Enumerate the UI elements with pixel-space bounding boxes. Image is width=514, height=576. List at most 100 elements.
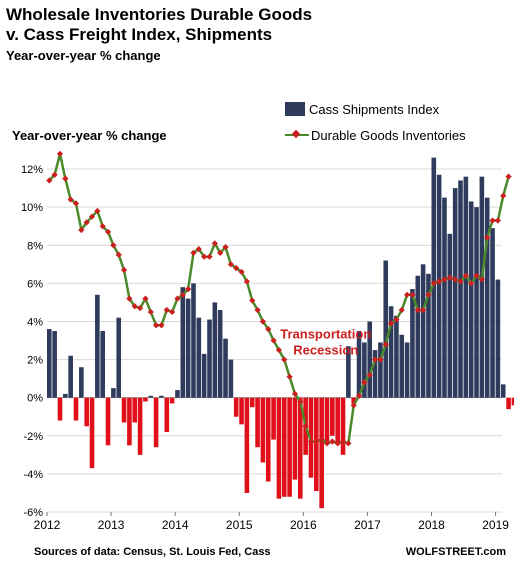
y-tick-label: -6% — [23, 507, 43, 519]
cass-bar — [169, 397, 175, 404]
durable-point — [158, 322, 165, 329]
durable-point — [190, 249, 197, 256]
cass-bar — [362, 342, 367, 398]
cass-bar — [292, 397, 298, 480]
durable-point — [163, 306, 170, 314]
durable-point — [270, 337, 277, 344]
cass-bar — [324, 397, 330, 442]
cass-bar — [474, 207, 479, 398]
durable-point — [206, 253, 213, 260]
cass-bar — [47, 329, 52, 398]
cass-bar — [330, 397, 335, 436]
cass-bar — [191, 283, 196, 398]
cass-bar — [63, 393, 68, 398]
y-tick-label: 12% — [21, 164, 43, 176]
cass-bar — [164, 397, 170, 432]
cass-bar — [84, 397, 89, 427]
durable-point — [387, 320, 395, 327]
durable-point — [211, 240, 218, 247]
cass-bar — [356, 331, 362, 398]
cass-bar — [452, 188, 458, 398]
cass-bar — [372, 350, 378, 398]
durable-point — [462, 272, 469, 279]
cass-bar — [447, 233, 453, 398]
x-tick-label: 2013 — [98, 518, 125, 532]
cass-bar — [52, 331, 57, 398]
y-tick-label: 8% — [27, 240, 43, 252]
cass-bar — [297, 397, 303, 499]
cass-bar — [340, 397, 346, 455]
durable-point — [99, 223, 106, 230]
cass-bar — [383, 260, 389, 398]
legend-item-durable: Durable Goods Inventories — [285, 122, 466, 148]
cass-bar — [223, 338, 228, 398]
durable-point — [334, 440, 341, 447]
cass-bar — [121, 397, 127, 423]
durable-point — [72, 200, 80, 207]
cass-bar — [335, 397, 340, 444]
cass-bar — [73, 397, 79, 421]
cass-bar — [100, 331, 105, 398]
cass-bar — [201, 353, 207, 398]
cass-bar — [378, 342, 383, 398]
durable-point — [478, 276, 485, 283]
legend-line-swatch — [285, 128, 309, 142]
durable-point — [457, 278, 464, 285]
cass-bar — [255, 397, 260, 448]
durable-point — [110, 242, 117, 249]
durable-point — [307, 438, 315, 445]
y-tick-label: 2% — [27, 355, 43, 367]
cass-bar — [479, 176, 485, 398]
cass-bar — [415, 275, 421, 398]
durable-point — [371, 356, 379, 363]
cass-bar — [68, 355, 73, 398]
durable-point — [420, 306, 427, 314]
durable-point — [94, 207, 101, 215]
chart-title-line1: Wholesale Inventories Durable Goods — [6, 5, 313, 24]
durable-point — [473, 272, 480, 279]
source-note: Sources of data: Census, St. Louis Fed, … — [34, 546, 271, 558]
chart-subtitle: Year-over-year % change — [6, 48, 161, 63]
chart-title-line2: v. Cass Freight Index, Shipments — [6, 25, 273, 44]
durable-point — [83, 219, 90, 226]
cass-bar — [105, 397, 111, 446]
durable-point — [436, 278, 443, 285]
durable-point — [302, 423, 309, 430]
x-tick-label: 2017 — [354, 518, 381, 532]
cass-bar — [458, 180, 463, 398]
cass-bar — [111, 388, 116, 398]
durable-point — [425, 291, 432, 298]
cass-bar — [410, 289, 415, 398]
cass-bar — [260, 397, 266, 463]
cass-bar — [239, 397, 244, 425]
cass-bar — [57, 397, 63, 421]
durable-point — [46, 177, 53, 184]
cass-bar — [484, 197, 490, 398]
durable-point — [430, 280, 437, 287]
durable-point — [382, 341, 389, 348]
y-tick-label: 10% — [21, 202, 43, 214]
durable-point — [318, 436, 325, 443]
cass-bar — [308, 397, 314, 478]
y-tick-label: -4% — [23, 469, 43, 481]
cass-bar — [436, 174, 442, 398]
durable-point — [452, 276, 459, 283]
durable-point — [88, 213, 96, 220]
durable-point — [195, 245, 202, 253]
x-tick-label: 2018 — [418, 518, 445, 532]
cass-bar — [442, 197, 447, 398]
brand-label: WOLFSTREET.com — [405, 546, 506, 558]
durable-point — [323, 440, 331, 447]
cass-bar — [137, 397, 143, 455]
cass-bar — [367, 321, 373, 398]
x-tick-label: 2019 — [482, 518, 509, 532]
cass-bar — [388, 306, 394, 398]
durable-point — [398, 306, 405, 314]
durable-point — [414, 306, 421, 314]
durable-point — [339, 438, 347, 445]
durable-point — [409, 291, 416, 298]
legend: Cass Shipments Index Durable Goods Inven… — [285, 96, 466, 148]
x-tick-label: 2016 — [290, 518, 317, 532]
durable-point — [350, 402, 357, 409]
durable-point — [393, 316, 400, 323]
